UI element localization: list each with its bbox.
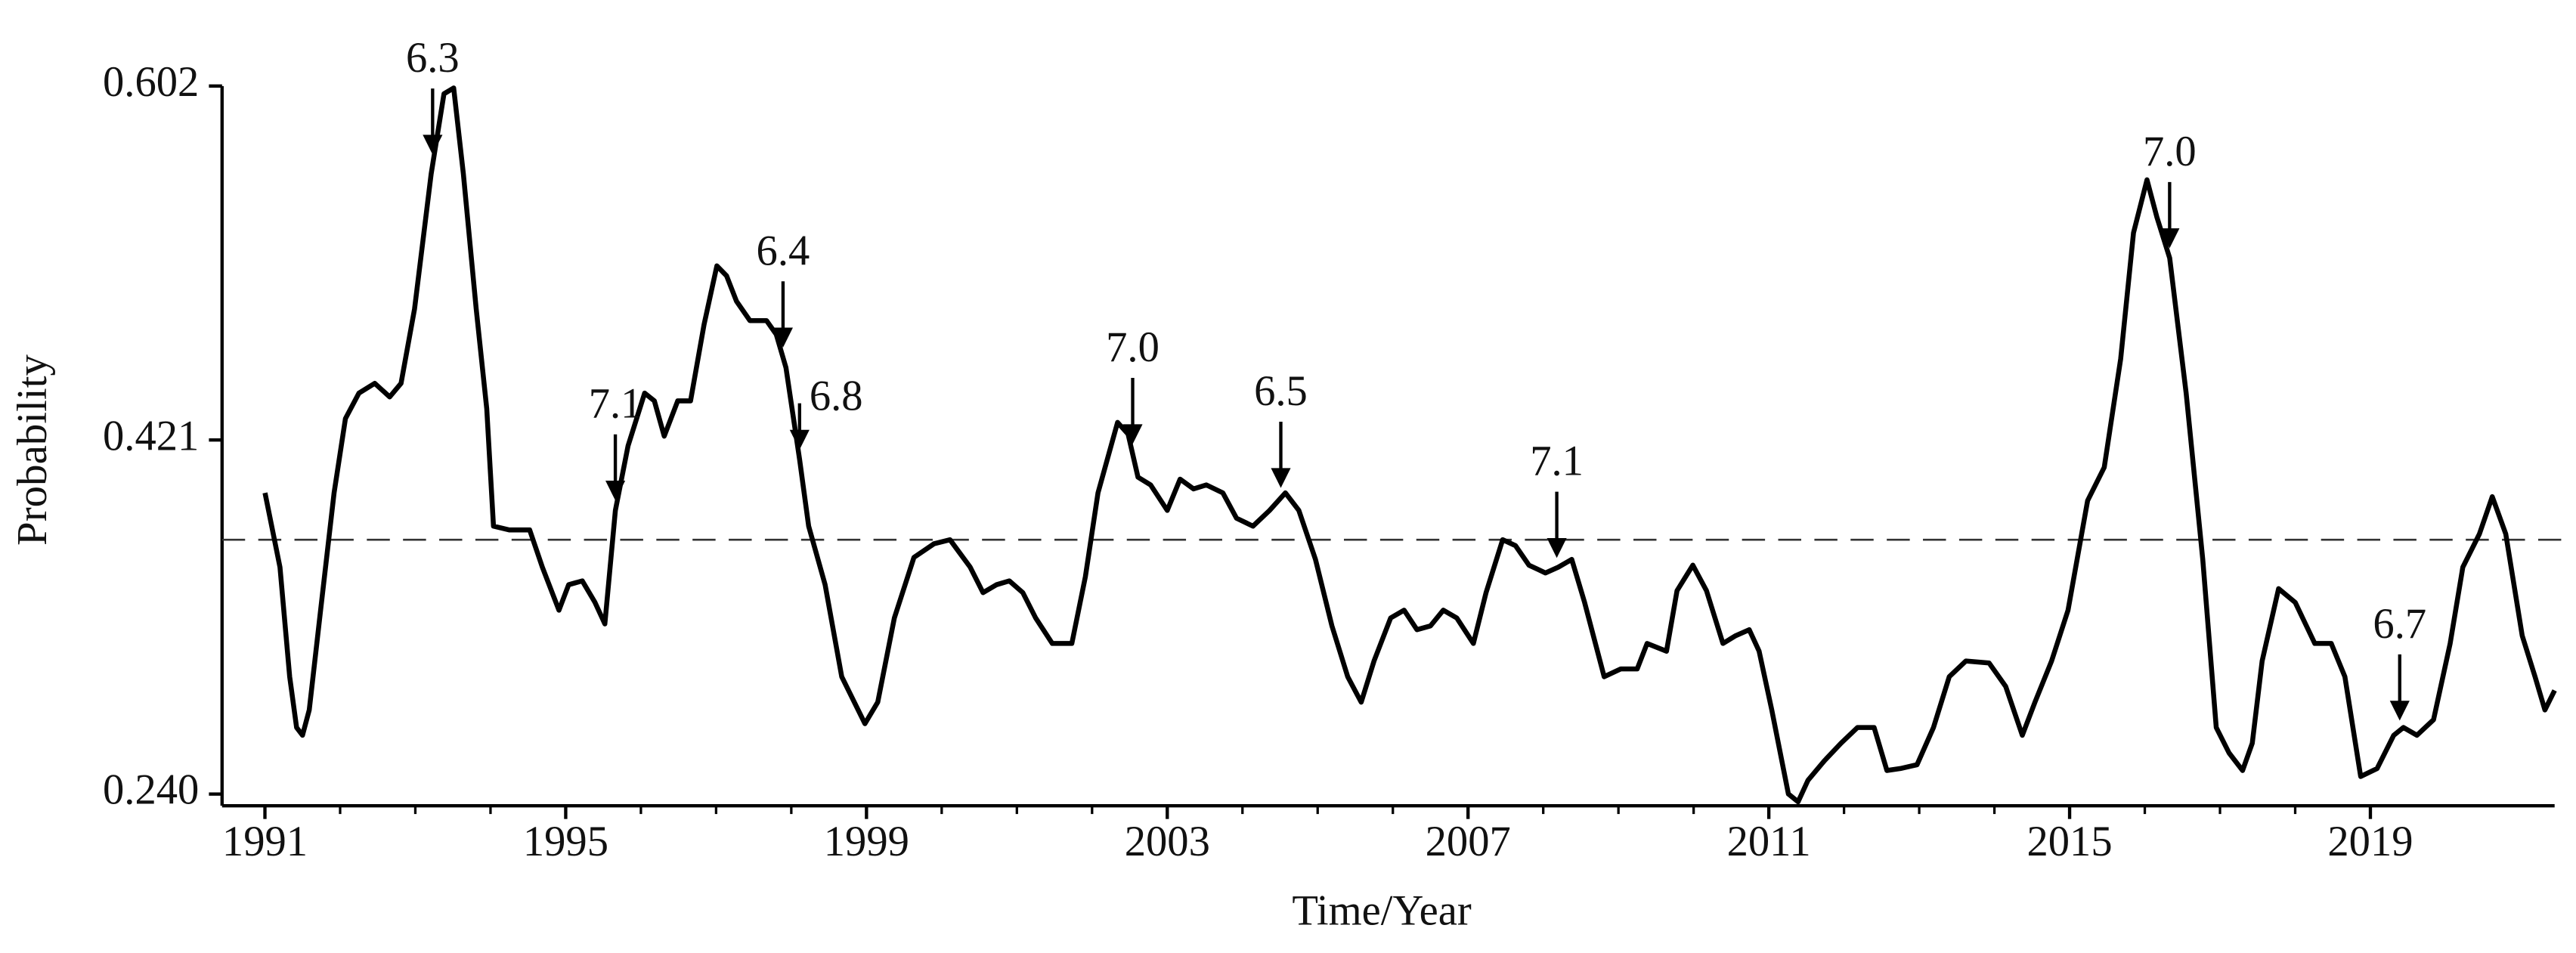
annotation-arrowhead: [423, 135, 443, 155]
annotation-label: 7.1: [1530, 438, 1584, 485]
x-tick-label: 1995: [523, 818, 608, 865]
y-tick-label: 0.421: [103, 412, 199, 459]
annotation-label: 6.5: [1254, 367, 1308, 415]
y-axis-label: Probability: [8, 354, 56, 546]
data-line: [262, 85, 2557, 805]
annotation-label: 6.7: [2373, 600, 2426, 648]
x-tick-label: 2011: [1727, 818, 1811, 865]
annotation-label: 7.0: [2143, 128, 2197, 175]
annotation-arrowhead: [1547, 537, 1567, 558]
annotation-arrowhead: [605, 480, 626, 501]
x-axis-label: Time/Year: [1292, 887, 1472, 935]
annotation-label: 6.4: [757, 227, 810, 274]
y-tick-label: 0.240: [103, 766, 199, 814]
annotation-label: 6.3: [406, 34, 460, 82]
y-tick-label: 0.602: [103, 58, 199, 106]
annotation-label: 7.1: [589, 380, 642, 428]
x-tick-label: 1999: [824, 818, 909, 865]
x-tick-label: 2019: [2327, 818, 2413, 865]
annotation-arrowhead: [772, 327, 793, 348]
annotation-arrowhead: [2160, 228, 2180, 249]
annotation-arrowhead: [1122, 424, 1143, 444]
x-tick-label: 1991: [222, 818, 308, 865]
annotation-arrowhead: [2389, 701, 2410, 721]
annotation-arrowhead: [789, 429, 810, 450]
x-tick-label: 2003: [1125, 818, 1210, 865]
annotation-label: 6.8: [810, 372, 863, 419]
annotation-arrowhead: [1271, 468, 1291, 488]
x-tick-label: 2015: [2026, 818, 2112, 865]
annotation-label: 7.0: [1106, 323, 1160, 371]
x-tick-label: 2007: [1426, 818, 1511, 865]
